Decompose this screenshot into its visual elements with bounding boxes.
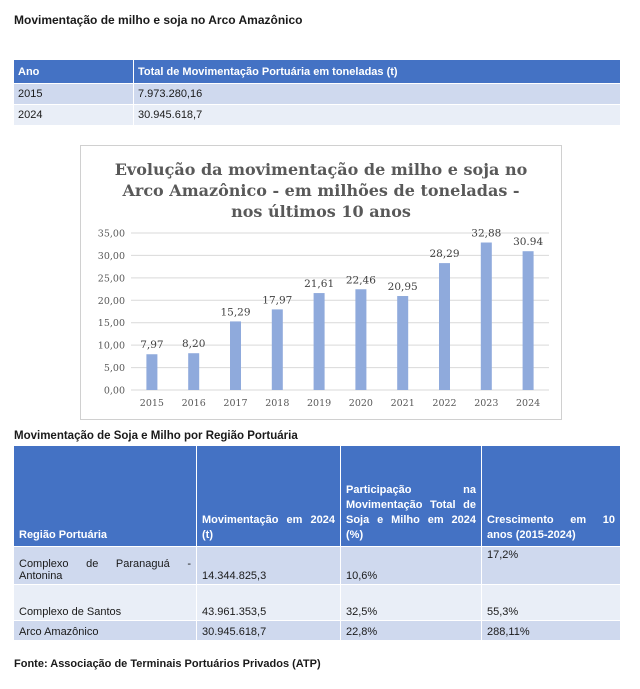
column-header-region: Região Portuária [14, 446, 197, 547]
data-label: 21,61 [304, 278, 334, 290]
chart-title-line: nos últimos 10 anos [231, 202, 411, 221]
x-tick-label: 2024 [516, 398, 540, 409]
source-note: Fonte: Associação de Terminais Portuário… [14, 658, 321, 670]
share-cell: 10,6% [340, 546, 482, 585]
y-tick-label: 35,00 [98, 229, 125, 240]
table-header-row: Região Portuária Movimentação em 2024 (t… [14, 446, 621, 547]
chart-title-line: Evolução da movimentação de milho e soja… [115, 160, 528, 179]
table-row: Arco Amazônico 30.945.618,7 22,8% 288,11… [14, 620, 621, 640]
data-label: 22,46 [346, 274, 376, 286]
bar [188, 353, 200, 390]
port-region-table: Região Portuária Movimentação em 2024 (t… [14, 446, 621, 640]
x-tick-label: 2017 [223, 398, 247, 409]
x-tick-label: 2015 [140, 398, 164, 409]
table-row: Complexo de Paranaguá - Antonina 14.344.… [14, 546, 621, 585]
column-header-year: Ano [14, 60, 134, 84]
column-header-total: Total de Movimentação Portuária em tonel… [133, 60, 621, 84]
region-cell: Complexo de Santos [14, 584, 197, 621]
data-label: 17,97 [262, 294, 292, 306]
data-label: 15,29 [220, 306, 250, 318]
bar [146, 354, 158, 390]
y-tick-label: 25,00 [98, 273, 125, 284]
total-cell: 7.973.280,16 [133, 83, 621, 105]
y-tick-label: 10,00 [98, 341, 125, 352]
x-tick-label: 2019 [307, 398, 331, 409]
data-label: 20,95 [388, 281, 418, 293]
y-tick-label: 0,00 [104, 386, 125, 397]
annual-total-table: Ano Total de Movimentação Portuária em t… [14, 60, 621, 125]
volume-cell: 14.344.825,3 [196, 546, 341, 585]
bar [313, 293, 325, 390]
volume-cell: 30.945.618,7 [196, 620, 341, 640]
x-tick-label: 2021 [391, 398, 415, 409]
share-cell: 22,8% [340, 620, 482, 640]
region-cell: Arco Amazônico [14, 620, 197, 640]
data-label: 32,88 [471, 228, 501, 240]
region-cell: Complexo de Paranaguá - Antonina [14, 546, 197, 585]
x-tick-label: 2020 [349, 398, 373, 409]
table-row: 2015 7.973.280,16 [14, 83, 621, 105]
y-tick-label: 20,00 [98, 296, 125, 307]
bar [397, 296, 409, 390]
bar [355, 289, 367, 390]
table-row: 2024 30.945.618,7 [14, 104, 621, 125]
column-header-volume: Movimentação em 2024 (t) [196, 446, 341, 547]
data-label: 8,20 [182, 338, 205, 350]
table-row: Complexo de Santos 43.961.353,5 32,5% 55… [14, 584, 621, 621]
bar [271, 309, 283, 390]
bar [439, 263, 450, 390]
y-tick-label: 5,00 [104, 363, 125, 374]
data-label: 28,29 [429, 248, 459, 260]
x-tick-label: 2023 [474, 398, 498, 409]
table-header-row: Ano Total de Movimentação Portuária em t… [14, 60, 621, 84]
x-tick-label: 2018 [265, 398, 289, 409]
growth-cell: 55,3% [481, 584, 621, 621]
data-label: 7,97 [140, 339, 163, 351]
bar [522, 251, 534, 390]
chart-container: Evolução da movimentação de milho e soja… [80, 145, 562, 420]
section-title: Movimentação de Soja e Milho por Região … [14, 430, 298, 442]
year-cell: 2015 [14, 83, 134, 105]
volume-cell: 43.961.353,5 [196, 584, 341, 621]
chart-title-line: Arco Amazônico - em milhões de toneladas… [121, 181, 519, 200]
column-header-share: Participação na Movimentação Total de So… [340, 446, 482, 547]
bar-chart: Evolução da movimentação de milho e soja… [98, 160, 549, 409]
bar [230, 321, 241, 390]
total-cell: 30.945.618,7 [133, 104, 621, 125]
data-label: 30.94 [513, 236, 543, 248]
y-tick-label: 30,00 [98, 251, 125, 262]
year-cell: 2024 [14, 104, 134, 125]
growth-cell: 17,2% [481, 546, 621, 585]
y-tick-label: 15,00 [98, 318, 125, 329]
bar [480, 242, 492, 390]
column-header-growth: Crescimento em 10 anos (2015-2024) [481, 446, 621, 547]
x-tick-label: 2016 [182, 398, 206, 409]
growth-cell: 288,11% [481, 620, 621, 640]
share-cell: 32,5% [340, 584, 482, 621]
page-title: Movimentação de milho e soja no Arco Ama… [14, 13, 303, 27]
x-tick-label: 2022 [432, 398, 456, 409]
